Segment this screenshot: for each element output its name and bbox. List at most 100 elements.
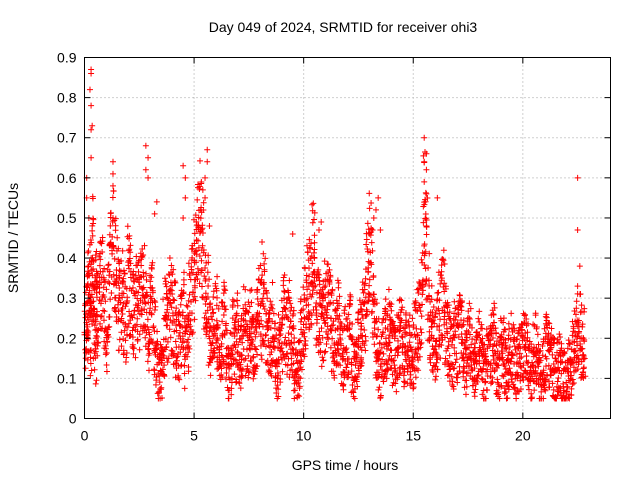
data-point [143,276,150,283]
data-point [411,331,418,338]
data-point [177,301,184,308]
data-point [138,262,145,269]
data-point [431,314,438,321]
data-point [426,250,433,257]
data-point [356,297,363,304]
data-point [88,367,95,374]
data-point [321,258,328,265]
data-point [94,352,101,359]
data-point [288,355,295,362]
data-point [301,353,308,360]
data-point [103,350,110,357]
data-point [545,319,552,326]
data-point [362,333,369,340]
data-point [162,278,169,285]
data-point [211,350,218,357]
data-point [287,300,294,307]
data-point [129,334,136,341]
x-tick-label: 15 [405,428,421,444]
data-point [135,289,142,296]
data-point [386,339,393,346]
data-point [314,336,321,343]
data-point [228,385,235,392]
data-point [218,365,225,372]
data-point [372,206,379,213]
data-point [275,336,282,343]
data-point [580,375,587,382]
data-point [286,277,293,284]
data-point [290,360,297,367]
data-point [154,328,161,335]
data-point [396,371,403,378]
data-point [272,320,279,327]
data-point [568,385,575,392]
data-point [181,370,188,377]
data-point [500,319,507,326]
data-point [305,315,312,322]
data-point [340,382,347,389]
data-point [199,229,206,236]
data-point [373,333,380,340]
data-point [446,309,453,316]
data-point [249,321,256,328]
data-point [305,316,312,323]
data-point [253,329,260,336]
data-point [564,365,571,372]
data-point [483,326,490,333]
data-point [273,390,280,397]
data-point [571,347,578,354]
data-point [316,226,323,233]
data-point [334,277,341,284]
data-point [291,395,298,402]
data-point [258,317,265,324]
data-point [125,320,132,327]
data-point [223,320,230,327]
data-point [410,380,417,387]
data-point [153,374,160,381]
data-point [532,310,539,317]
data-point [348,336,355,343]
data-point [115,308,122,315]
data-point [420,203,427,210]
data-point [115,280,122,287]
data-point [118,257,125,264]
data-point [319,354,326,361]
data-point [250,375,257,382]
data-point [255,276,262,283]
data-point [323,340,330,347]
data-point [354,383,361,390]
data-point [152,299,159,306]
data-point [142,300,149,307]
data-point [120,278,127,285]
data-point [449,341,456,348]
data-point [134,337,141,344]
data-point [421,241,428,248]
data-point [502,326,509,333]
data-point [348,361,355,368]
data-point [244,337,251,344]
data-point [423,231,430,238]
data-point [245,352,252,359]
data-point [326,276,333,283]
data-point [411,300,418,307]
data-point [176,321,183,328]
data-point [478,375,485,382]
data-point [297,309,304,316]
data-point [173,327,180,334]
data-point [279,348,286,355]
data-point [386,300,393,307]
data-point [405,318,412,325]
data-point [375,355,382,362]
x-tick-label: 5 [190,428,198,444]
data-point [193,218,200,225]
data-point [198,180,205,187]
data-point [475,332,482,339]
data-point [102,345,109,352]
data-point [373,300,380,307]
data-point [377,361,384,368]
data-point [539,342,546,349]
data-point [379,356,386,363]
data-point [202,194,209,201]
data-point [102,351,109,358]
data-point [229,296,236,303]
